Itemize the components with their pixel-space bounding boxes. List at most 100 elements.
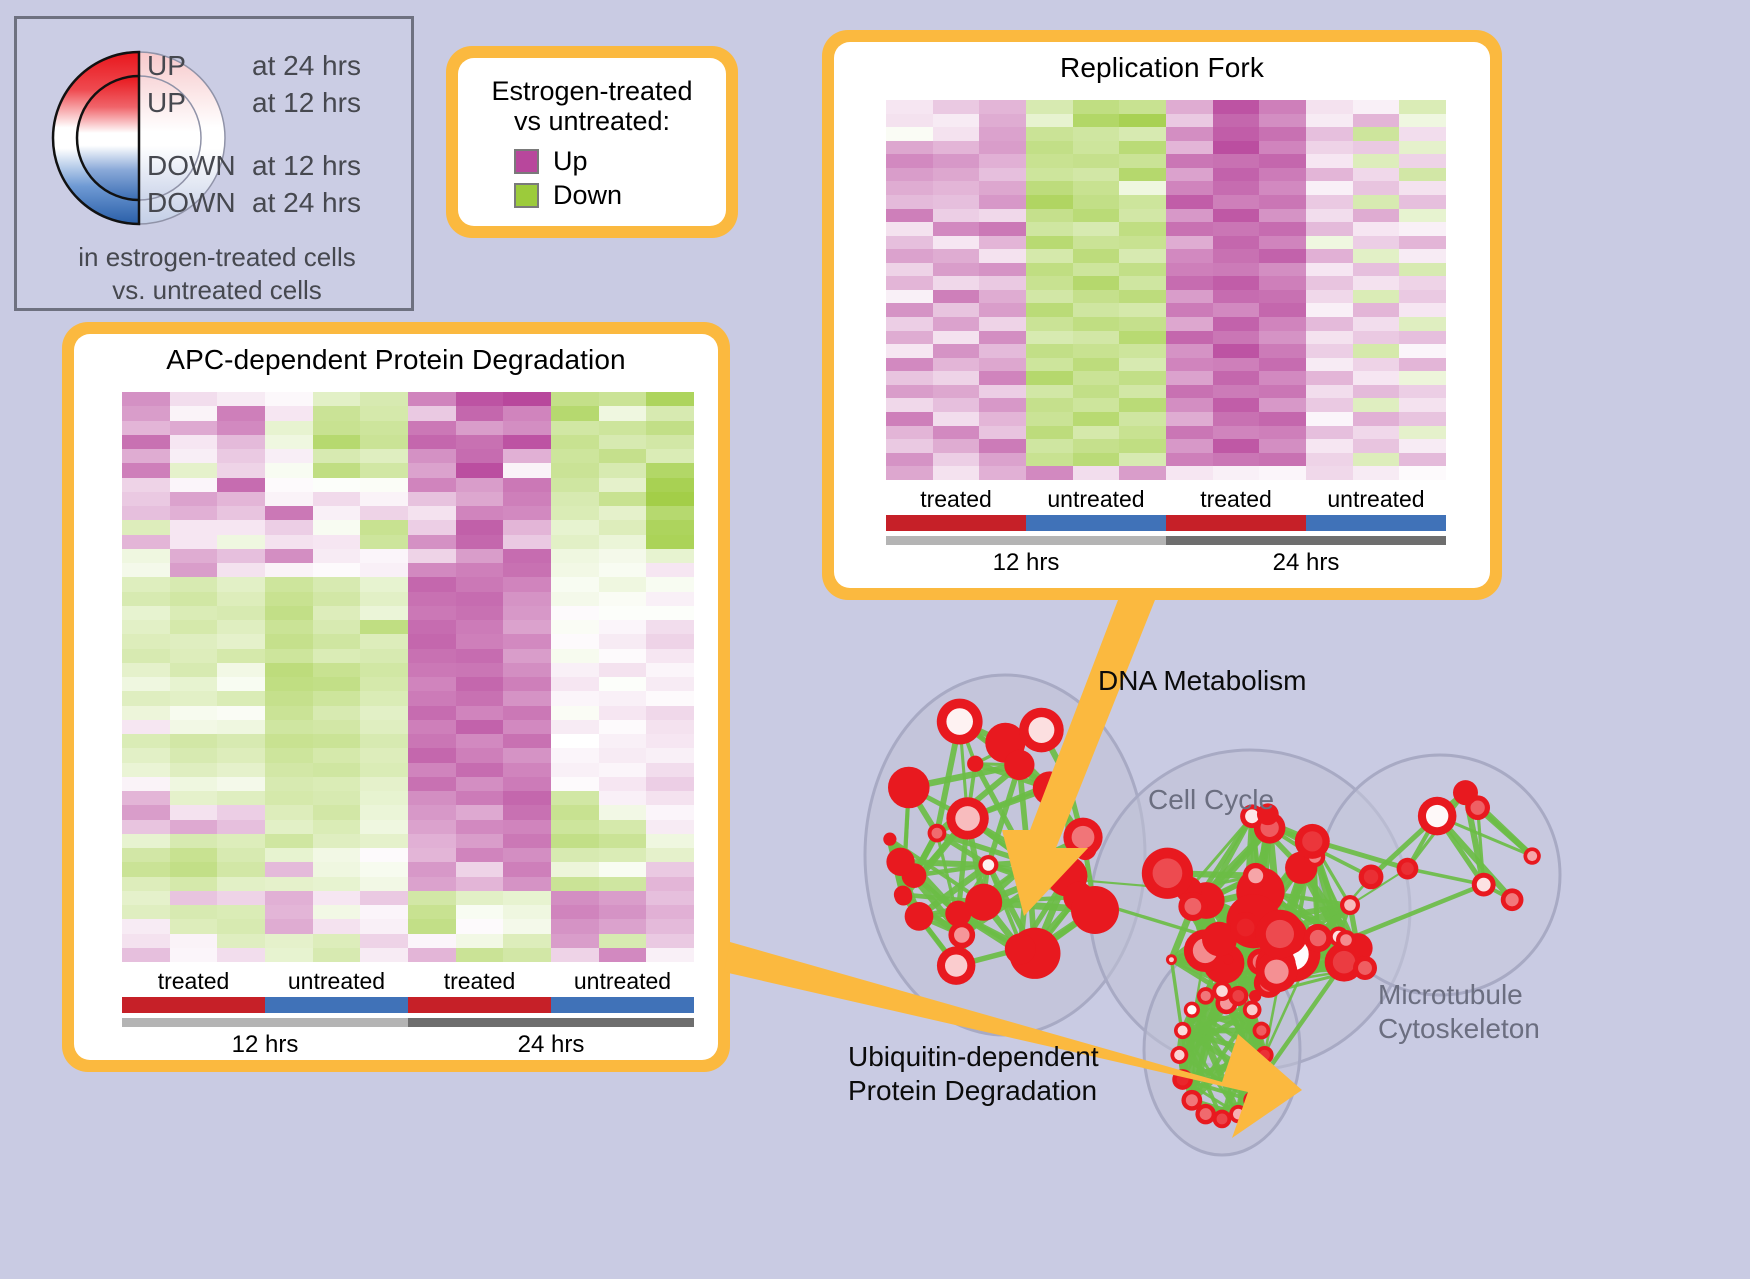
heatmap-cell — [264, 420, 313, 435]
heatmap-cell — [979, 411, 1026, 426]
heatmap-cell — [122, 748, 170, 763]
heatmap-cell — [122, 933, 170, 948]
heatmap-cell — [1072, 357, 1120, 372]
heatmap-cell — [1305, 208, 1353, 223]
heatmap-cell — [455, 734, 504, 749]
heatmap-cell — [264, 691, 313, 706]
heatmap-cell — [598, 520, 647, 535]
heatmap-cell — [1399, 222, 1446, 236]
network-node[interactable] — [1071, 886, 1119, 934]
heatmap-cell — [312, 890, 361, 905]
heatmap-cell — [169, 406, 218, 421]
heatmap-cell — [264, 905, 313, 920]
heatmap-cell — [1352, 181, 1400, 195]
heatmap-cell — [169, 748, 218, 763]
heatmap-cell — [122, 520, 170, 535]
heatmap-cell — [455, 905, 504, 920]
heatmap-cell — [646, 890, 694, 905]
network-node[interactable] — [887, 766, 930, 809]
heatmap-cell — [455, 634, 504, 649]
heatmap-cell — [550, 591, 599, 606]
heatmap-cell — [407, 848, 456, 863]
heatmap-cell — [312, 833, 361, 848]
heatmap-cell — [550, 548, 599, 563]
network-node[interactable] — [965, 883, 1003, 921]
heatmap-cell — [264, 634, 313, 649]
heatmap-cell — [886, 317, 933, 331]
network-node[interactable] — [904, 902, 934, 931]
network-node[interactable] — [883, 832, 897, 846]
pathway-network-diagram — [863, 673, 1562, 1157]
heatmap-cell — [122, 862, 170, 877]
heatmap-cell — [1072, 181, 1120, 195]
heatmap-cell — [217, 620, 265, 635]
heatmap-cell — [217, 677, 265, 692]
cluster-label-dna-metabolism: DNA Metabolism — [1098, 665, 1307, 696]
heatmap-cell — [169, 805, 218, 820]
heatmap-cell — [1119, 371, 1166, 385]
treatment-bar-segment — [551, 997, 694, 1013]
heatmap-cell — [598, 506, 647, 521]
heatmap-column — [455, 392, 504, 962]
heatmap-cell — [598, 420, 647, 435]
network-node[interactable] — [894, 887, 913, 906]
heatmap-cell — [1165, 262, 1213, 277]
legend-item-down: Down — [514, 178, 710, 212]
heatmap-cell — [1305, 222, 1353, 236]
heatmap-cell — [264, 776, 313, 791]
network-node[interactable] — [967, 755, 984, 772]
network-node[interactable] — [1256, 803, 1279, 826]
heatmap-cell — [1399, 262, 1446, 277]
network-node[interactable] — [1452, 780, 1478, 806]
heatmap-cell — [503, 848, 551, 863]
heatmap-cell — [1352, 317, 1400, 331]
heatmap-cell — [122, 905, 170, 920]
heatmap-cell — [122, 890, 170, 905]
network-node[interactable] — [1023, 856, 1035, 868]
heatmap-cell — [360, 620, 408, 635]
heatmap-cell — [360, 890, 408, 905]
heatmap-cell — [312, 862, 361, 877]
heatmap-cell — [1305, 384, 1353, 399]
heatmap-cell — [1399, 357, 1446, 372]
heatmap-cell — [1399, 398, 1446, 412]
network-node[interactable] — [1004, 749, 1035, 781]
network-node-core — [1340, 934, 1352, 946]
heatmap-cell — [264, 662, 313, 677]
heatmap-cell — [1259, 330, 1306, 345]
heatmap-cell — [1305, 317, 1353, 331]
key-label-column: UP at 24 hrs UP at 12 hrs DOWN at 12 hrs… — [147, 47, 417, 221]
heatmap-cell — [407, 577, 456, 592]
panel-title: APC-dependent Protein Degradation — [166, 344, 626, 375]
network-edge — [917, 862, 991, 920]
heatmap-cell — [550, 463, 599, 478]
mt-line1: Microtubule — [1378, 979, 1523, 1010]
heatmap-cell — [1305, 330, 1353, 345]
heatmap-cell — [1025, 466, 1073, 480]
heatmap-cell — [1165, 289, 1213, 304]
heatmap-column — [598, 392, 647, 962]
heatmap-cell — [550, 833, 599, 848]
heatmap-cell — [550, 919, 599, 934]
heatmap-cell — [312, 605, 361, 620]
axis-group-label: treated — [1200, 486, 1272, 512]
heatmap-cell — [503, 662, 551, 677]
key-row-up-12: UP at 12 hrs — [147, 84, 417, 121]
heatmap-cell — [550, 662, 599, 677]
heatmap-cell — [979, 439, 1026, 453]
heatmap-column — [1305, 100, 1353, 480]
heatmap-cell — [932, 222, 980, 236]
heatmap-cell — [1212, 167, 1260, 182]
heatmap-cell — [1165, 425, 1213, 440]
heatmap-cell — [122, 776, 170, 791]
heatmap-cell — [169, 677, 218, 692]
legend-item-label: Up — [553, 145, 588, 176]
network-node[interactable] — [1004, 933, 1036, 965]
heatmap-cell — [598, 392, 647, 407]
network-node[interactable] — [1032, 771, 1067, 806]
heatmap-cell — [455, 577, 504, 592]
network-node[interactable] — [1249, 990, 1262, 1003]
network-node[interactable] — [945, 900, 972, 927]
heatmap-cell — [886, 330, 933, 345]
network-node[interactable] — [886, 847, 915, 876]
